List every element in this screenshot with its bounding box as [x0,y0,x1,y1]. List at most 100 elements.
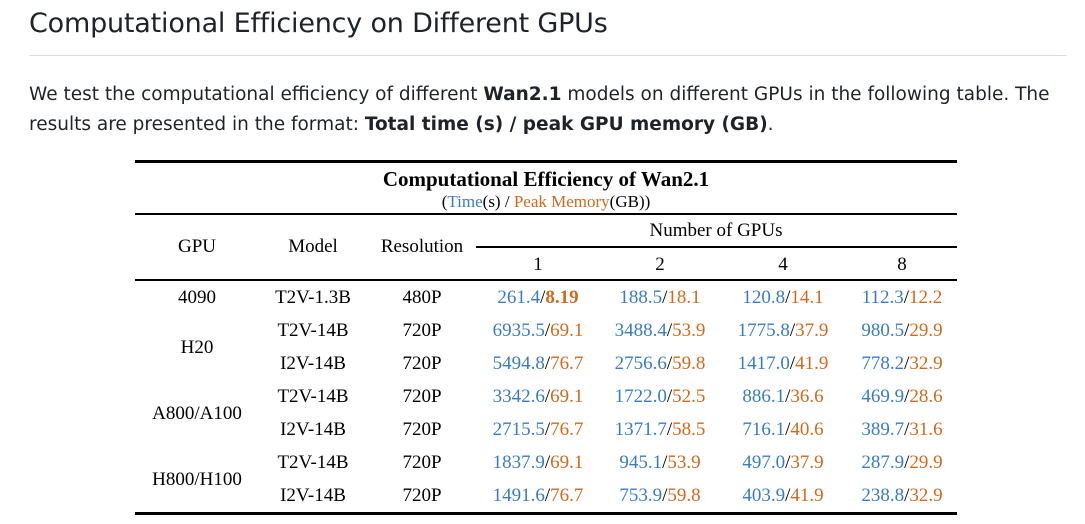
row-resolution: 720P [402,419,442,440]
time-memory-cell: 1491.6/76.7 [493,485,584,507]
memory-value: 59.8 [672,353,706,374]
subtitle-open: ( [441,192,448,211]
time-value: 1371.7 [614,419,667,440]
page-heading: Computational Efficiency on Different GP… [29,8,608,39]
separator: / [785,485,791,506]
time-memory-cell: 469.9/28.6 [861,386,942,408]
separator: / [785,287,791,308]
memory-value: 32.9 [909,353,943,374]
title-rule [135,213,957,215]
time-memory-cell: 403.9/41.9 [742,485,823,507]
memory-value: 52.5 [672,386,706,407]
separator: / [904,419,910,440]
separator: / [540,287,546,308]
memory-value: 76.7 [550,485,584,506]
time-memory-cell: 1775.8/37.9 [738,320,829,342]
time-value: 1775.8 [737,320,790,341]
memory-value: 53.9 [672,320,706,341]
time-value: 716.1 [742,419,786,440]
time-value: 389.7 [861,419,905,440]
table-top-rule [135,160,957,163]
memory-value: 40.6 [790,419,824,440]
memory-value: 41.9 [790,485,824,506]
time-value: 1491.6 [492,485,545,506]
header-count-8: 8 [897,254,907,275]
time-memory-cell: 5494.8/76.7 [493,353,584,375]
memory-value: 32.9 [909,485,943,506]
header-number-of-gpus: Number of GPUs [649,220,783,241]
header-model: Model [288,236,338,257]
time-value: 287.9 [861,452,905,473]
time-value: 497.0 [742,452,786,473]
memory-value: 59.8 [667,485,701,506]
subtitle-unit-2: (GB)) [609,192,651,211]
time-memory-cell: 389.7/31.6 [861,419,942,441]
time-memory-cell: 261.4/8.19 [497,287,578,309]
memory-value: 37.9 [790,452,824,473]
memory-value: 58.5 [672,419,706,440]
header-bottom-rule [135,279,957,281]
time-memory-cell: 188.5/18.1 [619,287,700,309]
group-label: A800/A100 [152,403,242,424]
separator: / [544,353,551,374]
memory-value: 36.6 [790,386,824,407]
header-count-4: 4 [778,254,788,275]
memory-value: 31.6 [909,419,943,440]
separator: / [904,353,910,374]
table-subtitle: (Time(s) / Peak Memory(GB)) [135,192,957,212]
separator: / [666,419,673,440]
memory-value: 69.1 [550,452,584,473]
time-value: 5494.8 [492,353,545,374]
time-value: 886.1 [742,386,786,407]
memory-value: 18.1 [667,287,701,308]
row-model: T2V-14B [277,452,349,473]
time-value: 261.4 [497,287,541,308]
time-value: 3488.4 [614,320,667,341]
row-resolution: 720P [402,386,442,407]
intro-bold-model: Wan2.1 [483,84,562,105]
time-value: 753.9 [619,485,663,506]
header-count-1: 1 [533,254,543,275]
row-model: T2V-14B [277,386,349,407]
separator: / [789,353,796,374]
separator: / [666,320,673,341]
group-label: 4090 [178,287,216,308]
memory-value: 29.9 [909,320,943,341]
row-resolution: 720P [402,485,442,506]
separator: / [544,320,551,341]
time-memory-cell: 6935.5/69.1 [493,320,584,342]
separator: / [662,485,668,506]
memory-value: 41.9 [795,353,829,374]
row-model: I2V-14B [280,419,346,440]
separator: / [785,419,791,440]
time-value: 6935.5 [492,320,545,341]
time-memory-cell: 2756.6/59.8 [615,353,706,375]
time-memory-cell: 3488.4/53.9 [615,320,706,342]
time-memory-cell: 1417.0/41.9 [738,353,829,375]
subtitle-unit-1: (s) / [482,192,514,211]
row-resolution: 720P [402,452,442,473]
header-count-2: 2 [655,254,665,275]
heading-divider [29,55,1067,56]
time-memory-cell: 980.5/29.9 [861,320,942,342]
separator: / [904,485,910,506]
table-title: Computational Efficiency of Wan2.1 [382,167,710,191]
time-value: 238.8 [861,485,905,506]
separator: / [544,419,551,440]
intro-bold-format: Total time (s) / peak GPU memory (GB) [364,114,768,135]
memory-value: 76.7 [550,353,584,374]
header-resolution: Resolution [380,236,464,257]
separator: / [904,320,910,341]
time-memory-cell: 945.1/53.9 [619,452,700,474]
separator: / [789,320,796,341]
memory-value: 69.1 [550,320,584,341]
time-memory-cell: 287.9/29.9 [861,452,942,474]
time-value: 188.5 [619,287,663,308]
separator: / [662,287,668,308]
separator: / [904,452,910,473]
time-value: 1722.0 [614,386,667,407]
time-memory-cell: 2715.5/76.7 [493,419,584,441]
row-model: T2V-1.3B [275,287,351,308]
separator: / [785,386,791,407]
header-gpu: GPU [177,236,217,257]
